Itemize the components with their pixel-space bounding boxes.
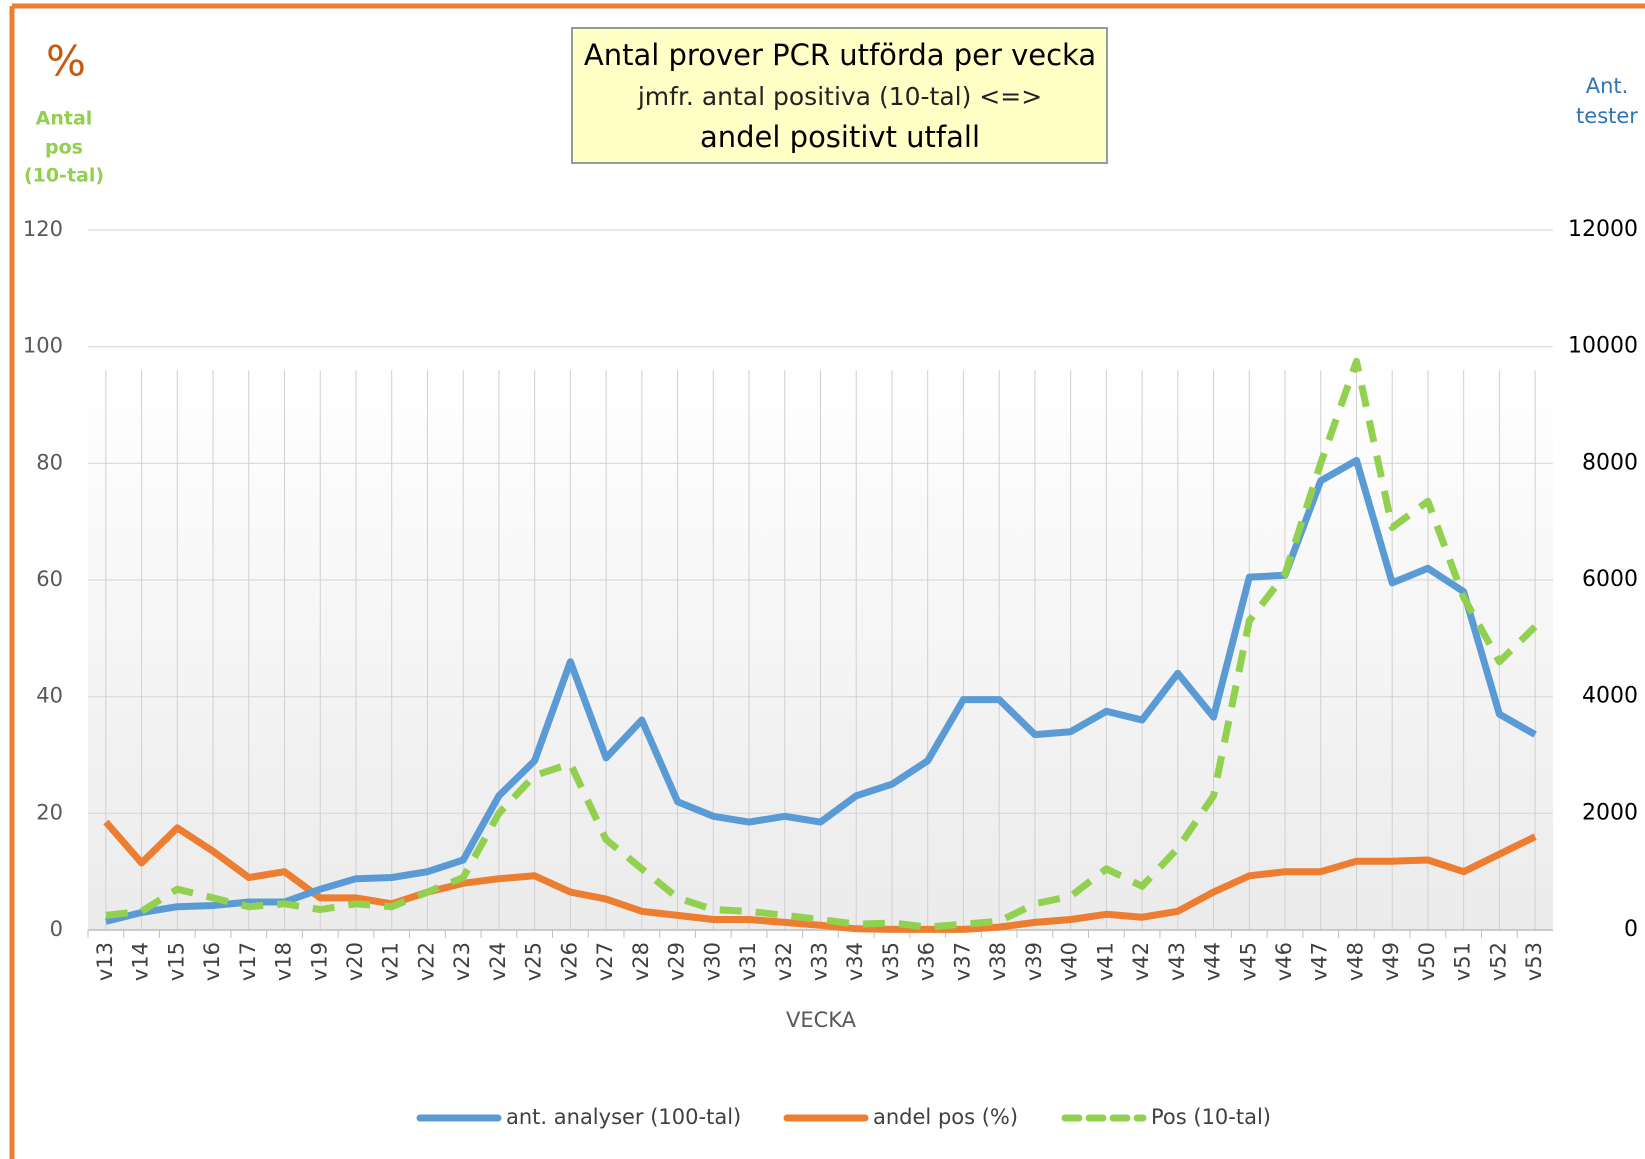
legend-label: Pos (10-tal) [1151, 1105, 1271, 1129]
x-tick-label: v29 [665, 942, 689, 981]
chart-title: Antal prover PCR utförda per vecka [584, 38, 1096, 72]
data-line [103, 819, 1537, 933]
x-tick-label: v31 [736, 942, 760, 981]
x-tick-label: v40 [1058, 942, 1082, 981]
legend-label: andel pos (%) [873, 1105, 1018, 1129]
y2-tick-label: 0 [1624, 917, 1638, 942]
y-axis-label: Antal [36, 108, 93, 130]
x-tick-label: v24 [486, 942, 510, 981]
x-tick-label: v37 [950, 942, 974, 981]
x-axis-label: VECKA [786, 1008, 857, 1032]
y-tick-label: 0 [50, 917, 63, 941]
x-tick-label: v16 [200, 942, 224, 981]
chart-subtitle: andel positivt utfall [700, 120, 980, 154]
x-tick-label: v22 [414, 942, 438, 981]
y-tick-label: 60 [36, 567, 63, 591]
y-tick-label: 40 [36, 684, 63, 708]
x-tick-label: v20 [343, 942, 367, 981]
x-tick-label: v41 [1093, 942, 1117, 981]
data-line [105, 456, 1537, 925]
x-tick-label: v30 [700, 942, 724, 981]
x-tick-label: v34 [843, 942, 867, 981]
data-line [105, 357, 1538, 931]
y2-tick-label: 12000 [1568, 217, 1638, 242]
y2-tick-label: 6000 [1582, 567, 1638, 592]
y2-tick-label: 10000 [1568, 334, 1638, 359]
y2-axis-label: tester [1576, 104, 1638, 128]
y2-tick-label: 8000 [1582, 450, 1638, 475]
y-tick-label: 20 [36, 800, 63, 824]
x-tick-label: v46 [1272, 942, 1296, 981]
x-tick-label: v48 [1343, 942, 1367, 981]
x-tick-label: v35 [879, 942, 903, 981]
y2-tick-label: 2000 [1582, 800, 1638, 825]
y-tick-label: 120 [23, 217, 63, 241]
y-axis-label: (10-tal) [24, 165, 104, 187]
y-axis-symbol: % [46, 37, 86, 86]
y-tick-label: 80 [36, 450, 63, 474]
x-tick-label: v43 [1165, 942, 1189, 981]
y2-tick-label: 4000 [1582, 684, 1638, 709]
x-tick-label: v47 [1308, 942, 1332, 981]
x-tick-label: v23 [450, 942, 474, 981]
x-tick-label: v13 [93, 942, 117, 981]
x-tick-label: v45 [1236, 942, 1260, 981]
x-tick-label: v33 [808, 942, 832, 981]
x-tick-label: v17 [236, 942, 260, 981]
x-tick-label: v38 [986, 942, 1010, 981]
x-tick-label: v32 [772, 942, 796, 981]
y-axis-label: pos [45, 137, 83, 159]
x-tick-label: v15 [164, 942, 188, 981]
x-tick-label: v49 [1379, 942, 1403, 981]
x-tick-label: v28 [629, 942, 653, 981]
x-tick-label: v18 [272, 942, 296, 981]
x-tick-label: v26 [557, 942, 581, 981]
x-tick-label: v19 [307, 942, 331, 981]
x-tick-label: v52 [1486, 942, 1510, 981]
x-tick-label: v53 [1522, 942, 1546, 981]
x-tick-label: v27 [593, 942, 617, 981]
legend-label: ant. analyser (100-tal) [506, 1105, 741, 1129]
x-tick-label: v21 [379, 942, 403, 981]
x-tick-label: v14 [129, 942, 153, 981]
x-tick-label: v44 [1201, 942, 1225, 981]
y-tick-label: 100 [23, 334, 63, 358]
x-tick-label: v25 [522, 942, 546, 981]
x-tick-label: v51 [1451, 942, 1475, 981]
chart-subtitle: jmfr. antal positiva (10-tal) <=> [637, 82, 1042, 111]
y2-axis-label: Ant. [1586, 74, 1629, 98]
x-tick-label: v36 [915, 942, 939, 981]
x-tick-label: v42 [1129, 942, 1153, 981]
title-box [571, 27, 1108, 164]
x-tick-label: v39 [1022, 942, 1046, 981]
x-tick-label: v50 [1415, 942, 1439, 981]
